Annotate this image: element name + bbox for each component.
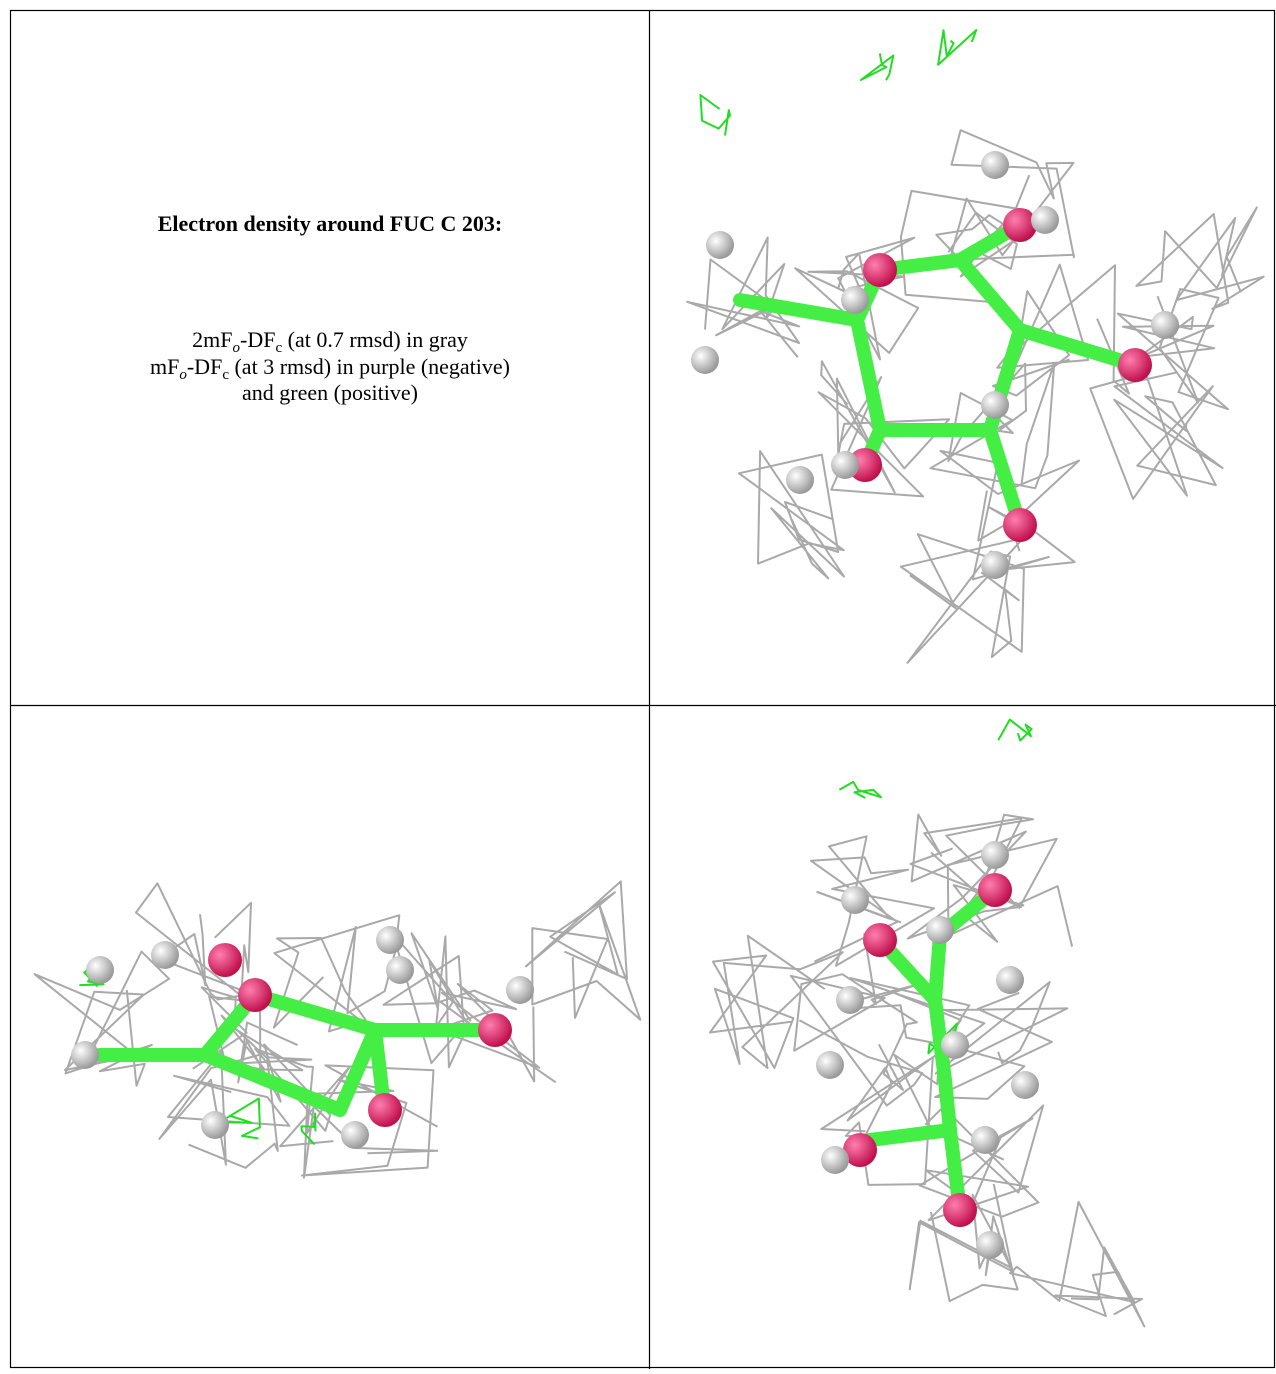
oxygen-atom [943, 1193, 977, 1227]
density-mesh [920, 1105, 1043, 1220]
hydrogen-atom [841, 886, 869, 914]
caption-text: mF [150, 354, 179, 379]
caption-text: (at 0.7 rmsd) in gray [282, 327, 468, 352]
hydrogen-atom [71, 1041, 99, 1069]
bond [945, 1080, 950, 1130]
hydrogen-atom [996, 966, 1024, 994]
caption-text: and green (positive) [242, 380, 418, 405]
bond [1020, 330, 1135, 365]
density-mesh [901, 191, 1030, 303]
hydrogen-atom [506, 976, 534, 1004]
oxygen-atom [1003, 508, 1037, 542]
molecule-view [710, 720, 1144, 1327]
hydrogen-atom [1151, 311, 1179, 339]
hydrogen-atom [341, 1121, 369, 1149]
hydrogen-atom [86, 956, 114, 984]
oxygen-atom [978, 873, 1012, 907]
density-mesh [700, 95, 730, 136]
hydrogen-atom [836, 986, 864, 1014]
page: {"caption": { "title": "Electron density… [0, 0, 1276, 1369]
hydrogen-atom [971, 1126, 999, 1154]
figure: Electron density around FUC C 203: 2mFo-… [0, 0, 1276, 1369]
bond [960, 260, 1020, 330]
caption-line: and green (positive) [242, 380, 418, 405]
molecule-view [687, 30, 1263, 663]
caption-line: 2mFo-DFc (at 0.7 rmsd) in gray [192, 327, 468, 356]
hydrogen-atom [981, 391, 1009, 419]
hydrogen-atom [841, 286, 869, 314]
bond [870, 1130, 950, 1140]
caption-text: -DF [240, 327, 275, 352]
oxygen-atom [208, 943, 242, 977]
density-mesh [839, 782, 881, 798]
oxygen-atom [1003, 208, 1037, 242]
hydrogen-atom [976, 1231, 1004, 1259]
caption-title: Electron density around FUC C 203: [158, 211, 502, 236]
hydrogen-atom [941, 1031, 969, 1059]
density-mesh [302, 1065, 438, 1177]
hydrogen-atom [981, 151, 1009, 179]
density-mesh [938, 30, 976, 65]
caption-text: -DF [187, 354, 222, 379]
oxygen-atom [238, 978, 272, 1012]
density-mesh [861, 53, 893, 80]
density-mesh [1136, 207, 1263, 308]
bond [340, 1030, 375, 1110]
density-mesh [998, 720, 1031, 741]
hydrogen-atom [201, 1111, 229, 1139]
hydrogen-atom [786, 466, 814, 494]
density-mesh [136, 883, 251, 999]
hydrogen-atom [1031, 206, 1059, 234]
hydrogen-atom [151, 941, 179, 969]
density-mesh [384, 933, 471, 1067]
caption-text: (at 3 rmsd) in purple (negative) [229, 354, 510, 379]
oxygen-atom [1118, 348, 1152, 382]
hydrogen-atom [386, 956, 414, 984]
hydrogen-atom [706, 231, 734, 259]
hydrogen-atom [981, 551, 1009, 579]
oxygen-atom [863, 923, 897, 957]
hydrogen-atom [926, 916, 954, 944]
caption-text: 2mF [192, 327, 232, 352]
oxygen-atom [478, 1013, 512, 1047]
density-mesh [901, 534, 1024, 663]
hydrogen-atom [376, 926, 404, 954]
density-mesh [526, 881, 640, 1019]
bond [255, 995, 375, 1030]
hydrogen-atom [981, 841, 1009, 869]
hydrogen-atom [691, 346, 719, 374]
hydrogen-atom [1011, 1071, 1039, 1099]
density-mesh [1090, 372, 1222, 499]
hydrogen-atom [821, 1146, 849, 1174]
density-mesh [710, 936, 843, 1068]
bond [935, 935, 940, 1000]
molecule-view [35, 881, 641, 1177]
hydrogen-atom [831, 451, 859, 479]
density-mesh [1010, 1202, 1144, 1327]
oxygen-atom [368, 1093, 402, 1127]
oxygen-atom [863, 253, 897, 287]
hydrogen-atom [816, 1051, 844, 1079]
caption-line: mFo-DFc (at 3 rmsd) in purple (negative) [150, 354, 510, 383]
